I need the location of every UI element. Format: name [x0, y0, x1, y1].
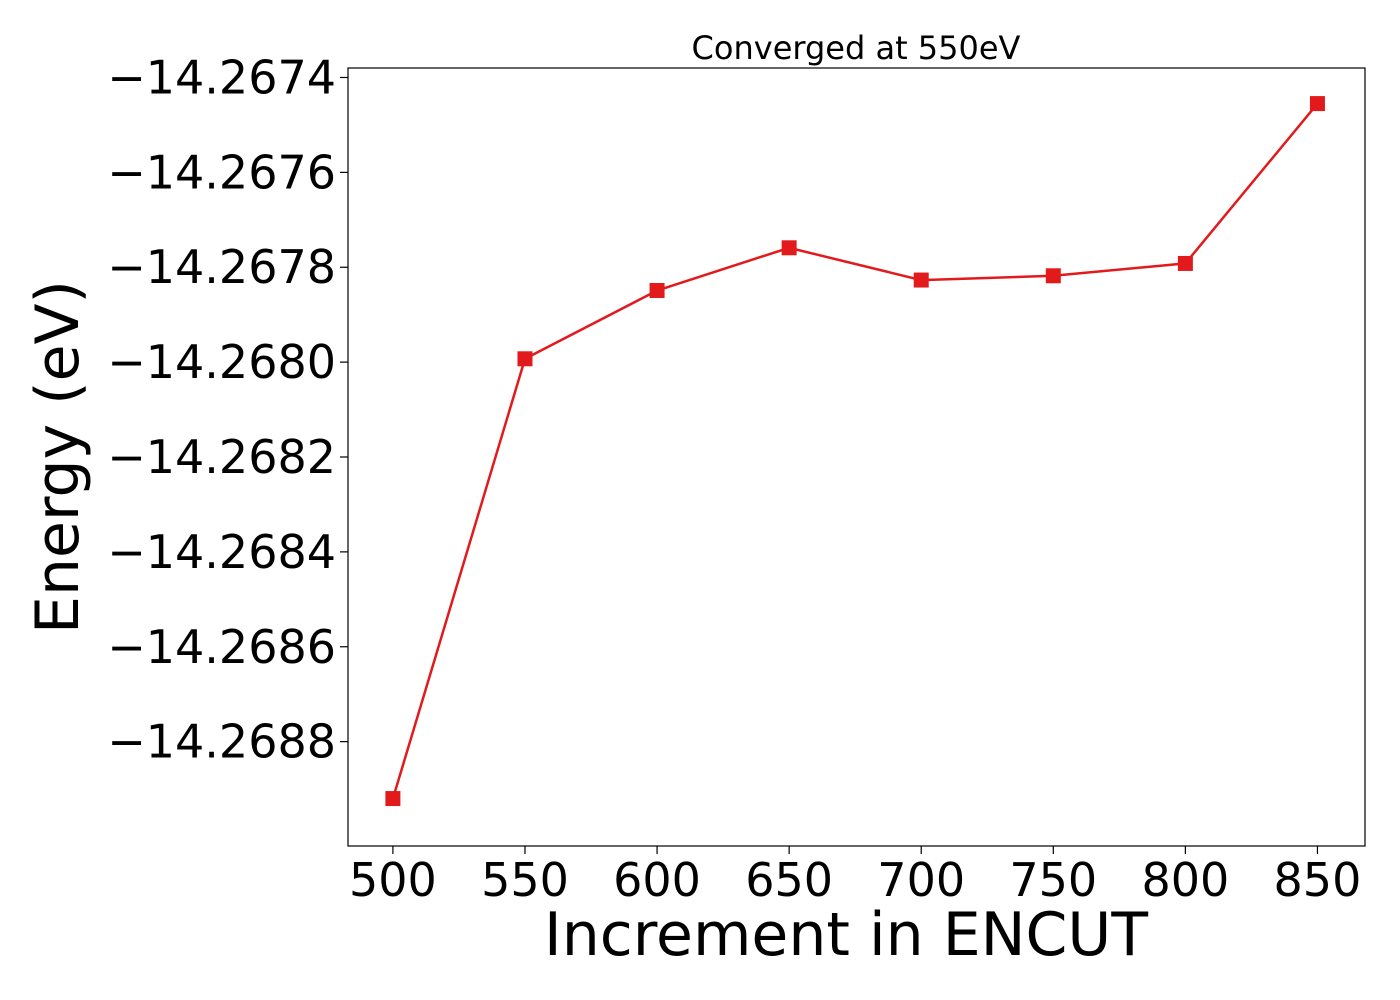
chart-title: Converged at 550eV: [692, 29, 1021, 67]
data-point: [913, 272, 929, 288]
x-tick-label: 700: [877, 853, 965, 907]
y-tick-label: −14.2686: [107, 620, 336, 674]
data-point: [517, 351, 533, 367]
plot-frame: [347, 67, 1366, 847]
y-tick-label: −14.2676: [107, 145, 336, 199]
y-tick-label: −14.2688: [107, 715, 336, 769]
x-tick-label: 550: [481, 853, 569, 907]
y-axis-label: Energy (eV): [23, 280, 93, 634]
x-tick-label: 600: [613, 853, 701, 907]
y-tick-label: −14.2680: [107, 335, 336, 389]
x-axis: 500 550 600 650 700 750 800 850: [349, 846, 1361, 907]
y-tick-label: −14.2678: [107, 240, 336, 294]
series-line: [391, 102, 1319, 799]
data-point: [781, 240, 797, 256]
data-point: [385, 791, 401, 807]
y-tick-label: −14.2684: [107, 525, 336, 579]
x-tick-label: 750: [1009, 853, 1097, 907]
data-point: [1309, 96, 1325, 112]
y-tick-label: −14.2682: [107, 430, 336, 484]
data-point: [1045, 268, 1061, 284]
x-tick-label: 650: [745, 853, 833, 907]
x-tick-label: 500: [349, 853, 437, 907]
series-layer: [385, 96, 1325, 807]
y-tick-label: −14.2674: [107, 50, 336, 104]
data-point: [1177, 255, 1193, 271]
x-tick-label: 800: [1141, 853, 1229, 907]
x-axis-label: Increment in ENCUT: [544, 900, 1148, 970]
y-axis: −14.2674 −14.2676 −14.2678 −14.2680 −14.2682…: [107, 50, 348, 769]
x-tick-label: 850: [1274, 853, 1362, 907]
data-point: [649, 282, 665, 298]
